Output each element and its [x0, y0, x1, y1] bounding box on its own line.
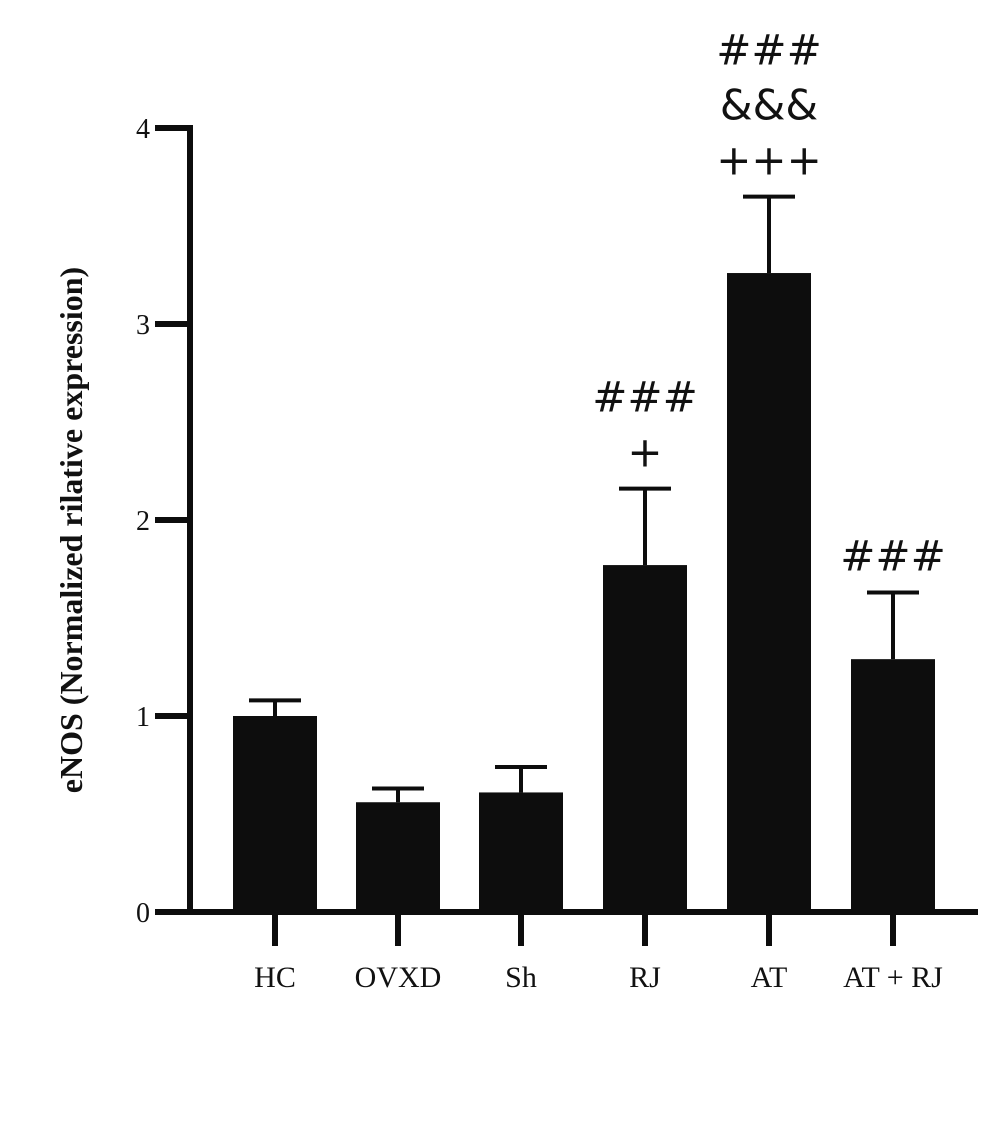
- y-tick-label: 0: [136, 898, 150, 929]
- y-tick-label: 3: [136, 310, 150, 341]
- x-tick-label: AT: [751, 961, 788, 994]
- y-tick-label: 2: [136, 506, 150, 537]
- significance-annotation: &&&: [720, 81, 818, 130]
- bar: [603, 565, 687, 912]
- bar: [356, 802, 440, 912]
- x-tick-label: OVXD: [355, 961, 442, 994]
- x-tick-label: Sh: [505, 961, 537, 994]
- bar: [851, 659, 935, 912]
- significance-annotation: +++: [716, 136, 822, 185]
- y-tick-label: 4: [136, 114, 150, 145]
- significance-annotation: ###: [716, 26, 822, 75]
- significance-annotation: ###: [840, 532, 946, 581]
- bar: [233, 716, 317, 912]
- significance-annotation: ###: [592, 373, 698, 422]
- x-tick-label: RJ: [629, 961, 661, 994]
- y-tick-label: 1: [136, 702, 150, 733]
- x-tick-label: HC: [254, 961, 296, 994]
- bar: [479, 792, 563, 912]
- bar: [727, 273, 811, 912]
- significance-annotation: +: [627, 428, 662, 477]
- x-tick-label: AT + RJ: [843, 961, 943, 994]
- y-axis-label: eNOS (Normalized rilative expression): [53, 267, 89, 793]
